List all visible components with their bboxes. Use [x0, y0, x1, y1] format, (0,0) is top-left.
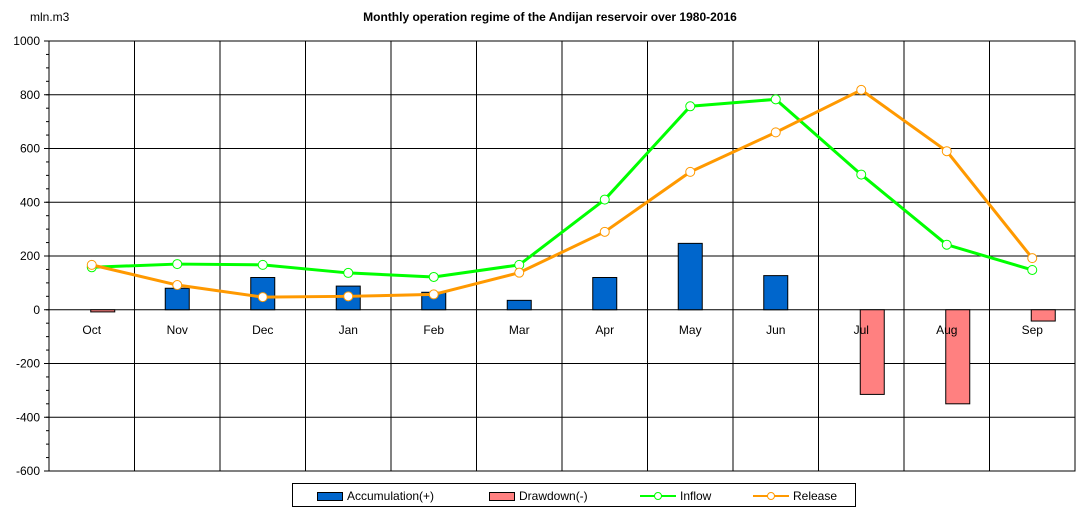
legend-swatch — [753, 492, 789, 500]
x-tick-label: Dec — [252, 323, 273, 337]
accumulation-bar-may — [677, 242, 703, 311]
accumulation-bar-jun — [763, 275, 789, 311]
legend-item: Accumulation(+) — [317, 488, 434, 504]
plot-border — [48, 40, 1076, 472]
inflow-point — [1027, 264, 1038, 275]
legend-swatch — [317, 491, 343, 501]
x-tick-label: Nov — [167, 323, 188, 337]
release-point — [685, 166, 696, 177]
inflow-point — [770, 94, 781, 105]
release-point — [172, 280, 183, 291]
x-tick-label: Apr — [595, 323, 614, 337]
legend-item: Drawdown(-) — [489, 488, 588, 504]
release-point — [941, 146, 952, 157]
legend-swatch — [640, 492, 676, 500]
inflow-point — [685, 101, 696, 112]
legend-label: Drawdown(-) — [519, 489, 588, 503]
release-point — [514, 267, 525, 278]
legend-item: Inflow — [640, 488, 711, 504]
chart-title: Monthly operation regime of the Andijan … — [363, 10, 737, 24]
x-tick-label: Feb — [423, 323, 444, 337]
legend: Accumulation(+) Drawdown(-) Inflow Release — [292, 483, 856, 507]
drawdown-bar-jul — [859, 309, 885, 395]
inflow-point — [343, 267, 354, 278]
y-tick-label: 800 — [20, 88, 40, 102]
y-tick-label: 600 — [20, 142, 40, 156]
legend-label: Inflow — [680, 489, 712, 503]
release-point — [599, 226, 610, 237]
drawdown-bar-aug — [945, 309, 971, 405]
y-tick-label: -400 — [16, 410, 40, 424]
release-point — [257, 292, 268, 303]
inflow-point — [941, 239, 952, 250]
accumulation-bar-apr — [592, 277, 618, 311]
release-line — [91, 88, 1034, 299]
release-point — [856, 84, 867, 95]
inflow-line — [91, 97, 1033, 279]
inflow-point — [428, 271, 439, 282]
y-tick-label: -200 — [16, 357, 40, 371]
drawdown-bar-sep — [1030, 309, 1056, 322]
inflow-point — [172, 259, 183, 270]
legend-swatch — [489, 491, 515, 501]
y-tick-label: 200 — [20, 249, 40, 263]
x-tick-label: Mar — [509, 323, 530, 337]
release-point — [343, 291, 354, 302]
y-unit-label: mln.m3 — [30, 10, 70, 24]
release-point — [86, 259, 97, 270]
release-point — [770, 127, 781, 138]
drawdown-bar-oct — [90, 309, 116, 313]
legend-label: Accumulation(+) — [347, 489, 435, 503]
x-tick-label: Jan — [339, 323, 358, 337]
legend-item: Release — [753, 488, 837, 504]
x-tick-label: May — [679, 323, 702, 337]
y-tick-label: 1000 — [13, 34, 40, 48]
inflow-point — [856, 169, 867, 180]
legend-label: Release — [793, 489, 838, 503]
inflow-point — [599, 194, 610, 205]
x-tick-label: Aug — [936, 323, 957, 337]
x-tick-label: Oct — [82, 323, 101, 337]
inflow-point — [257, 259, 268, 270]
y-tick-label: -600 — [16, 464, 40, 478]
release-point — [428, 289, 439, 300]
x-tick-label: Sep — [1022, 323, 1044, 337]
accumulation-bar-mar — [506, 299, 532, 311]
x-tick-label: Jul — [854, 323, 869, 337]
accumulation-bar-nov — [164, 287, 190, 311]
y-tick-label: 0 — [33, 303, 40, 317]
y-tick-label: 400 — [20, 195, 40, 209]
release-point — [1027, 253, 1038, 264]
x-tick-label: Jun — [766, 323, 785, 337]
